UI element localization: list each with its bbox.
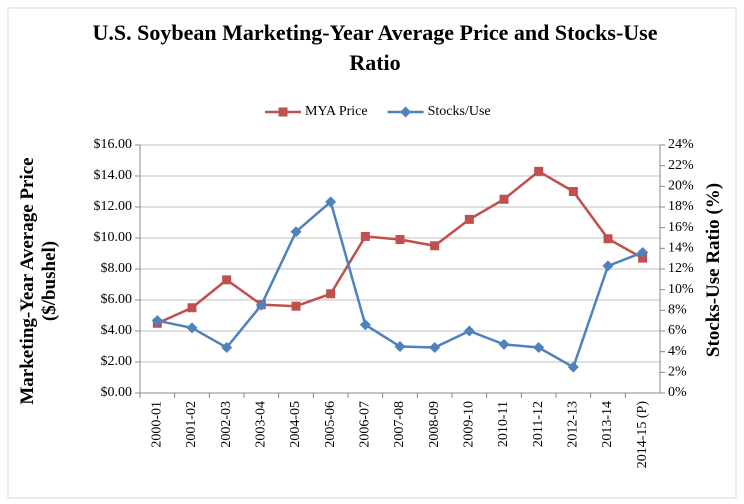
- y2-tick-label: 8%: [668, 303, 687, 318]
- legend-marker: [400, 106, 412, 118]
- point: [187, 303, 197, 313]
- y2-tick-label: 22%: [668, 158, 694, 173]
- x-tick-label: 2003-04: [254, 401, 269, 448]
- point: [464, 214, 474, 224]
- x-tick-label: 2008-09: [427, 401, 442, 448]
- y-axis-label: Marketing-Year Average Price ($/bushel): [17, 157, 60, 405]
- point: [360, 231, 370, 241]
- point: [151, 315, 163, 327]
- x-tick-label: 2001-02: [184, 401, 199, 448]
- point: [603, 234, 613, 244]
- y-tick-label: $2.00: [101, 354, 133, 369]
- y-tick-label: $16.00: [94, 137, 133, 152]
- x-tick-label: 2014-15 (P): [635, 401, 650, 469]
- point: [638, 253, 648, 263]
- y2-tick-label: 16%: [668, 220, 694, 235]
- point: [291, 301, 301, 311]
- y2-tick-label: 14%: [668, 241, 694, 256]
- point: [567, 361, 579, 373]
- x-tick-label: 2009-10: [462, 401, 477, 448]
- y2-tick-label: 10%: [668, 282, 694, 297]
- y-tick-label: $14.00: [94, 168, 133, 183]
- y2-tick-label: 0%: [668, 385, 687, 400]
- point: [534, 166, 544, 176]
- point: [326, 289, 336, 299]
- point: [498, 338, 510, 350]
- point: [602, 260, 614, 272]
- point: [359, 319, 371, 331]
- y2-tick-label: 20%: [668, 179, 694, 194]
- x-tick-label: 2005-06: [323, 401, 338, 448]
- y2-tick-label: 18%: [668, 199, 694, 214]
- point: [395, 235, 405, 245]
- y-tick-label: $12.00: [94, 199, 133, 214]
- y-tick-label: $10.00: [94, 230, 133, 245]
- point: [568, 187, 578, 196]
- point: [290, 226, 302, 238]
- y2-tick-label: 24%: [668, 137, 694, 152]
- x-tick-label: 2012-13: [566, 401, 581, 448]
- point: [186, 322, 198, 334]
- y-tick-label: $4.00: [101, 323, 133, 338]
- x-tick-label: 2007-08: [392, 401, 407, 448]
- y2-tick-label: 12%: [668, 261, 694, 276]
- point: [430, 241, 440, 251]
- x-tick-label: 2004-05: [288, 401, 303, 448]
- y2-axis-label: Stocks-Use Ratio (%): [703, 182, 724, 358]
- y-tick-label: $6.00: [101, 292, 133, 307]
- x-tick-label: 2002-03: [219, 401, 234, 448]
- point: [221, 342, 233, 354]
- point: [394, 341, 406, 352]
- point: [533, 342, 545, 354]
- x-tick-label: 2011-12: [531, 401, 546, 447]
- y2-tick-label: 4%: [668, 344, 687, 359]
- y-tick-label: $0.00: [101, 385, 133, 400]
- chart-title: U.S. Soybean Marketing-Year Average Pric…: [92, 20, 658, 75]
- x-tick-label: 2000-01: [150, 401, 165, 448]
- point: [499, 194, 509, 204]
- frame: [7, 7, 737, 499]
- y2-tick-label: 6%: [668, 323, 687, 338]
- legend-marker: [278, 107, 288, 117]
- point: [429, 342, 441, 354]
- point: [325, 196, 337, 208]
- y-tick-label: $8.00: [101, 261, 133, 276]
- x-tick-label: 2013-14: [600, 401, 615, 448]
- legend-label: MYA Price: [305, 104, 368, 119]
- point: [255, 299, 267, 311]
- y2-tick-label: 2%: [668, 365, 687, 380]
- point: [463, 325, 475, 337]
- point: [637, 246, 649, 258]
- x-tick-label: 2010-11: [496, 401, 511, 447]
- point: [222, 275, 232, 285]
- x-tick-label: 2006-07: [358, 401, 373, 448]
- legend-label: Stocks/Use: [428, 104, 491, 119]
